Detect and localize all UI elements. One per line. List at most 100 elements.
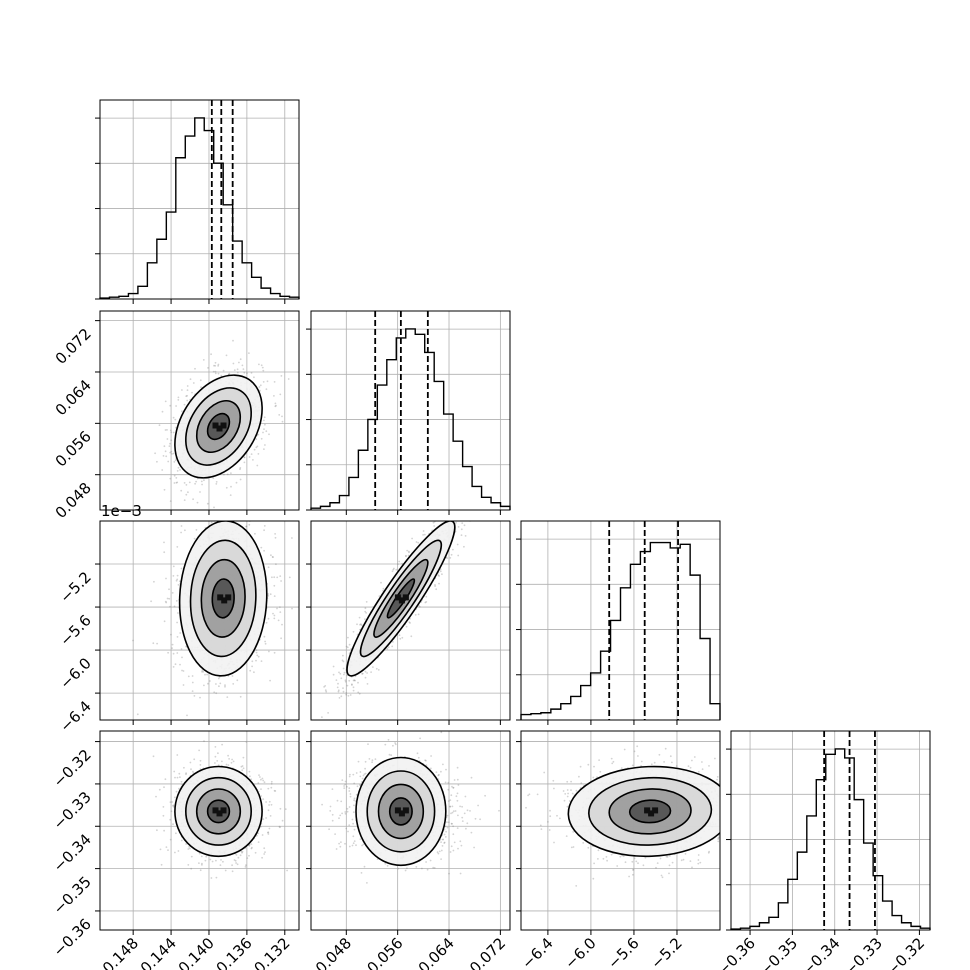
scatter-point [268,650,270,653]
scatter-point [398,560,401,563]
scatter-point [347,694,350,697]
scatter-point [430,516,432,518]
scatter-point [424,601,427,604]
scatter-point [257,655,260,658]
scatter-point [173,482,176,484]
scatter-point [452,548,454,551]
scatter-point [261,366,264,369]
scatter-point [214,755,217,758]
scatter-point [194,501,196,503]
density-peak [398,597,405,604]
scatter-point [405,625,408,628]
scatter-point [464,515,466,517]
scatter-point [463,512,465,514]
scatter-point [370,671,372,673]
scatter-point [187,675,190,678]
histogram-step-3 [730,748,931,930]
scatter-point [270,780,273,783]
scatter-point [291,537,293,539]
scatter-point [194,482,197,485]
scatter-point [203,479,205,482]
scatter-point [176,578,179,581]
scatter-point [224,684,226,687]
scatter-point [216,760,219,762]
scatter-point [342,690,345,693]
scatter-point [199,491,201,493]
histogram-step-0 [99,117,300,299]
scatter-point [352,630,355,633]
scatter-point [167,849,169,851]
contour-line [211,578,235,619]
scatter-point [273,584,276,587]
scatter-point [191,681,194,684]
scatter-point [223,473,225,476]
scatter-point [168,597,171,600]
scatter-point [169,477,172,480]
scatter-point [178,787,180,790]
scatter-point [212,724,214,726]
scatter-point [342,654,344,657]
scatter-point [185,484,188,486]
scatter-point [274,533,276,535]
scatter-point [231,864,234,867]
scatter-point [269,815,272,817]
scatter-point [472,501,474,503]
scatter-point [217,372,220,375]
scatter-point [338,671,340,674]
scatter-point [434,585,436,587]
scatter-point [171,592,174,594]
scatter-point [264,642,267,645]
scatter-point [227,754,230,757]
scatter-point [263,853,266,855]
scatter-point [230,485,232,488]
scatter-point [366,672,368,674]
scatter-point [263,419,265,422]
scatter-point [207,682,209,685]
scatter-point [364,610,367,613]
scatter-point [263,428,265,430]
scatter-point [273,576,276,579]
panel-frame [99,310,300,511]
scatter-point [187,864,190,866]
scatter-point [434,507,436,509]
scatter-point [460,534,463,537]
scatter-point [267,594,270,597]
scatter-point [198,862,200,864]
scatter-point [380,581,382,584]
scatter-point [191,391,193,394]
scatter-point [156,829,158,832]
scatter-point [174,418,177,421]
scatter-point [181,656,183,659]
scatter-point [179,663,181,666]
scatter-point [164,400,167,403]
scatter-point [257,453,260,455]
scatter-point [242,368,245,370]
scatter-point [279,807,282,810]
scatter-point [183,499,186,501]
scatter-point [281,623,283,626]
scatter-point [248,352,250,354]
scatter-point [275,563,277,566]
scatter-point [232,339,234,342]
scatter-point [176,470,179,472]
scatter-point [273,516,275,518]
scatter-point [263,635,266,638]
scatter-point [435,588,438,591]
scatter-point [168,445,171,447]
scatter-point [163,445,166,448]
scatter-point [185,645,187,648]
scatter-point [241,490,243,492]
scatter-point [252,459,254,461]
scatter-point [238,361,240,364]
scatter-point [348,643,351,646]
scatter-point [156,460,158,463]
scatter-point [284,808,287,810]
scatter-point [203,684,205,687]
scatter-point [169,442,171,445]
scatter-point [227,764,230,766]
scatter-point [242,516,244,518]
scatter-point [215,683,217,685]
scatter-point [268,827,271,830]
scatter-point [172,452,175,455]
scatter-point [174,776,176,779]
